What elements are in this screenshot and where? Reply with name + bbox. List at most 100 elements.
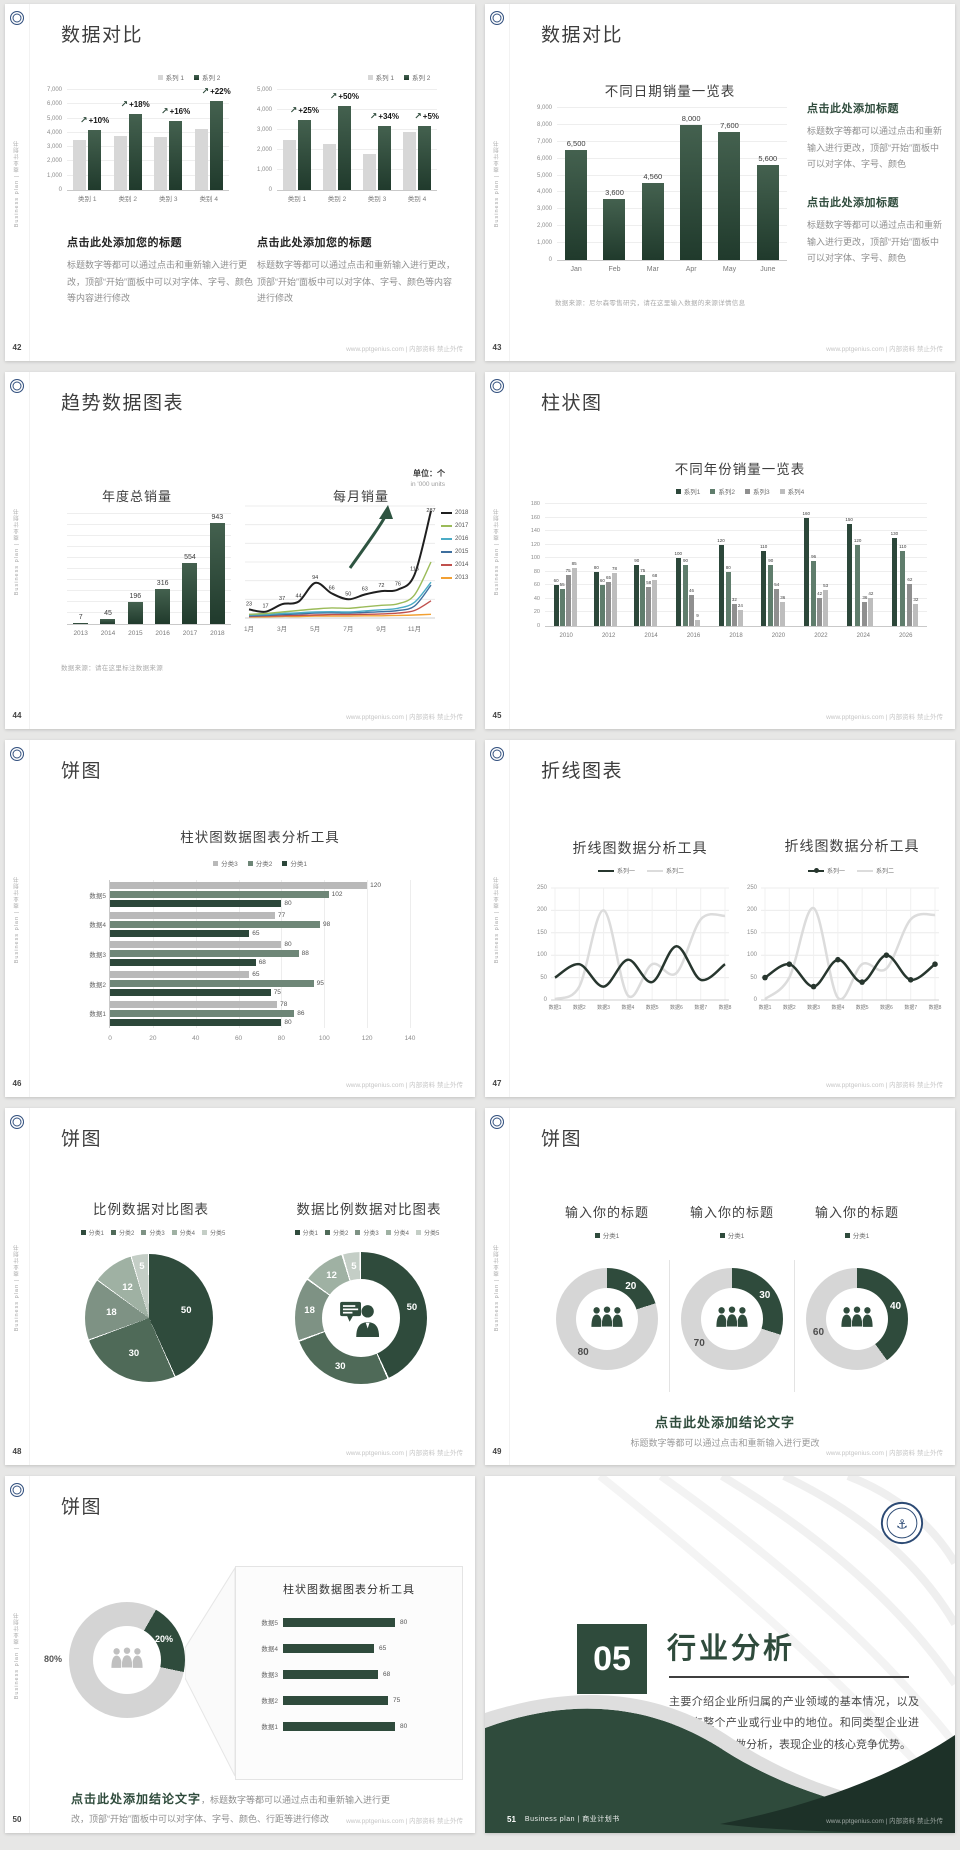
y-tick-label: 120 [530,541,540,548]
page-number: 47 [492,1079,502,1088]
bar-groups: ↗+25% ↗+50% ↗+34% ↗+5% [277,90,439,190]
legend-swatch [213,860,219,866]
legend-item: 分类3 [213,858,238,868]
bar-value-label: 6,500 [566,139,586,149]
green-value-label: 20 [625,1281,637,1293]
legend-item: 2014 [441,562,468,568]
plot-area: 0 1,000 2,000 3,000 4,000 5,000 ↗+25% ↗+50% ↗+34… [257,87,439,203]
hbar-row: 78 [110,1000,410,1008]
bar [110,1000,278,1008]
x-tick-label: 数据7 [904,1005,918,1011]
slide-sidebar: Business plan | 商业计划书 43 [485,4,510,361]
legend-line-swatch [441,551,452,553]
legend-label: 分类4 [179,1231,196,1237]
bar-wrap [363,90,376,190]
hbar-row: 80 [110,1018,410,1026]
gridline [67,89,229,90]
legend-item: 分类1 [594,1230,619,1240]
slide-51-section-divider[interactable]: ⚓ 05 行业分析 主要介绍企业所归属的产业领域的基本情况，以及企业在整个产业或… [485,1476,955,1833]
legend-swatch [324,1230,330,1235]
donut-legend: 分类1 [572,1230,642,1240]
pct-label: ↗+34% [370,111,399,122]
bar-value-label: 42 [868,590,874,596]
series-marker [907,977,914,983]
bar [127,602,143,624]
bar [110,900,282,908]
bar [110,929,250,937]
x-tick-label: 3月 [277,626,288,633]
bar-wrap: 42 [868,504,873,626]
series-marker [932,961,938,967]
chart-title-right: 折线图数据分析工具 [784,838,920,854]
x-tick-label: 7月 [343,626,354,633]
bar-group: 110 90 54 36 [760,504,785,626]
emblem-logo-icon [490,747,504,761]
bar [811,560,817,626]
legend-label: 系列二 [666,869,685,875]
x-tick-label: 数据8 [718,1005,732,1011]
sidebar-caption: Business plan | 商业计划书 [13,25,21,343]
y-tick-label: 4,000 [536,189,552,196]
emblem-logo-icon [10,747,24,761]
point-value-label: 23 [246,601,252,607]
y-tick-label: 5,000 [536,172,552,179]
legend-line-left: 系列一 系列二 [581,866,701,875]
bar-group: 7 [73,514,89,624]
legend-swatch [141,1230,147,1235]
sidebar-caption: Business plan | 商业计划书 [493,1129,501,1447]
legend-swatch [675,488,681,494]
bar [283,1669,378,1679]
funnel-connector-shape [185,1567,235,1777]
chart-title-annual: 年度总销量 [101,489,172,504]
slide-43-data-comparison[interactable]: Business plan | 商业计划书 43 数据对比 不同日期销量一览表 … [485,4,955,361]
x-tick-label: 100 [318,1035,330,1042]
section-divider-line [669,1260,670,1392]
bar [283,1643,374,1653]
legend-item: 2015 [441,549,468,555]
plot-area: 0 1,000 2,000 3,000 4,000 5,000 6,000 7,000 ↗+10… [47,86,231,203]
gridline [557,242,787,244]
donut-section-title: 输入你的标题 [564,1205,649,1220]
conclusion-body: ，标题数字等都可以通过点击和重新输入进行更改，顶部“开始”面板中可以对字体、字号… [71,1795,391,1825]
slide-44-trend-charts[interactable]: Business plan | 商业计划书 44 趋势数据图表 单位：个 in … [5,372,475,729]
point-value-label: 94 [312,575,318,581]
y-tick-label: 6,000 [46,101,62,108]
slide-47-line-charts[interactable]: Business plan | 商业计划书 47 折线图表 折线图数据分析工具 … [485,740,955,1097]
gridline [67,131,229,133]
bar-wrap [283,90,296,190]
legend-item: 2018 [441,510,468,516]
gridline [67,524,231,525]
point-value-label: 63 [362,587,368,593]
legend-item: 分类2 [110,1228,134,1237]
pct-text: +10% [88,116,110,125]
people-group-icon [110,1646,144,1673]
slide-48-pie-charts[interactable]: Business plan | 商业计划书 48 饼图 比例数据对比图表 数据比… [5,1108,475,1465]
slide-50-donut-with-bars[interactable]: Business plan | 商业计划书 50 饼图 80% 20% 柱状图数据… [5,1476,475,1833]
bar [418,126,431,190]
bar [110,891,329,899]
slide-46-hbar-chart[interactable]: Business plan | 商业计划书 46 饼图 柱状图数据图表分析工具 … [5,740,475,1097]
bar-wrap: 554 [182,514,198,624]
bar-group: 3,600 [603,108,626,260]
sidebar-caption-text: Business plan | 商业计划书 [494,1244,500,1332]
slide-45-column-chart[interactable]: Business plan | 商业计划书 45 柱状图 不同年份销量一览表 系… [485,372,955,729]
y-tick-label: 250 [536,885,547,891]
university-emblem-logo: ⚓ [879,1500,925,1551]
bar-value-label: 85 [571,561,577,567]
legend-swatch [385,1230,391,1235]
bar-value-label: 68 [652,572,658,578]
bar [718,131,741,260]
section-title: 行业分析 [667,1633,796,1665]
slide-49-donut-charts[interactable]: Business plan | 商业计划书 49 饼图 输入你的标题 分类1 20 8… [485,1108,955,1465]
slide-42-data-comparison[interactable]: Business plan | 商业计划书 42 数据对比 系列 1 系列 2 系… [5,4,475,361]
emblem-logo-icon [10,11,24,25]
x-tick-label: 2014 [100,630,116,637]
bar [774,589,780,626]
legend-line-swatch [441,538,452,540]
y-tick-label: 3,000 [536,206,552,213]
bar-value-label: 80 [593,564,599,570]
bar-chart-comparison-right: 0 1,000 2,000 3,000 4,000 5,000 ↗+25% ↗+50% ↗+34… [249,87,449,220]
series-line-2017 [248,561,432,615]
pct-text: +16% [169,107,191,117]
bar-value-label: 90 [683,558,689,563]
